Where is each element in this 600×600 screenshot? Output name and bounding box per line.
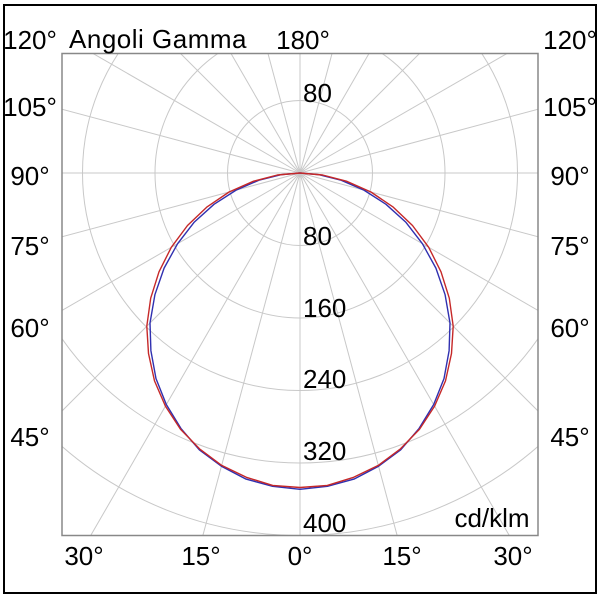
grid-ray [299, 172, 538, 412]
gamma-label-right-105: 105° [543, 92, 597, 122]
grid-ray [299, 53, 421, 174]
grid-ray [62, 172, 301, 311]
grid-ray [179, 53, 301, 174]
grid-ray [299, 172, 398, 536]
gamma-label-bottom-3: 15° [382, 541, 422, 571]
grid-ray [299, 172, 510, 536]
gamma-label-bottom-0: 30° [64, 541, 104, 571]
radial-tick-label-4: 320 [303, 436, 347, 466]
radial-tick-label-1: 80 [303, 221, 332, 251]
grid-ray [299, 172, 538, 311]
chart-title: Angoli Gamma [69, 24, 247, 54]
radial-tick-label-0: 80 [303, 78, 332, 108]
gamma-label-right-120: 120° [543, 25, 597, 55]
grid-ray [299, 108, 538, 174]
gamma-label-left-90: 90° [10, 161, 50, 191]
grid-ray [299, 172, 538, 238]
radial-tick-label-3: 240 [303, 364, 347, 394]
gamma-label-right-45: 45° [550, 422, 590, 452]
units-label: cd/klm [454, 503, 530, 533]
grid-ray [299, 53, 508, 174]
grid-ray [62, 108, 301, 174]
grid-ray [299, 53, 333, 174]
gamma-label-right-60: 60° [550, 313, 590, 343]
gamma-label-bottom-4: 30° [493, 541, 533, 571]
photometric-curve-blue [149, 172, 451, 490]
gamma-label-left-105: 105° [3, 92, 57, 122]
gamma-label-left-75: 75° [10, 231, 50, 261]
gamma-label-left-60: 60° [10, 313, 50, 343]
grid-ray [299, 53, 370, 174]
gamma-label-right-75: 75° [550, 231, 590, 261]
radial-tick-label-5: 400 [303, 508, 347, 538]
top-angle-label-180: 180° [276, 25, 330, 55]
photometric-curve-red [146, 172, 454, 489]
plot-border [61, 52, 539, 537]
gamma-label-left-45: 45° [10, 422, 50, 452]
grid-ray [267, 53, 301, 174]
gamma-label-right-90: 90° [550, 161, 590, 191]
gamma-label-left-120: 120° [3, 25, 57, 55]
gamma-label-bottom-1: 15° [181, 541, 221, 571]
grid-ray [62, 172, 301, 238]
grid-ray [90, 172, 301, 536]
grid-ray [230, 53, 301, 174]
grid-ray [62, 172, 301, 412]
gamma-label-bottom-2: 0° [287, 541, 313, 571]
radial-tick-label-2: 160 [303, 293, 347, 323]
grid-ray [92, 53, 301, 174]
grid-ray [202, 172, 301, 536]
